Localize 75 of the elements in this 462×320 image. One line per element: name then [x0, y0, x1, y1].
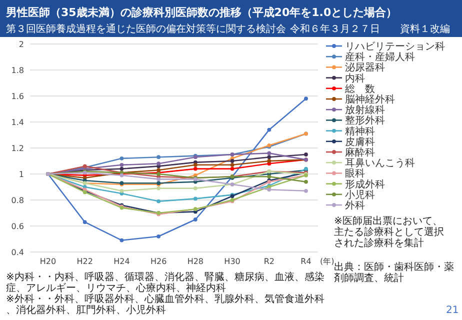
source-note: 出典：医師・歯科医師・薬剤師調査、統計 — [334, 261, 454, 284]
point — [120, 162, 124, 167]
legend-label: 脳神経外科 — [345, 94, 395, 106]
y-tick-label: 1.8 — [11, 66, 24, 75]
x-tick-label: H28 — [187, 257, 204, 266]
legend-label: 泌尿器科 — [345, 62, 385, 74]
y-tick-label: 1.4 — [11, 118, 24, 127]
point — [156, 234, 161, 238]
point — [193, 166, 198, 171]
legend-label: 精神科 — [345, 125, 375, 138]
y-tick-label: 0.6 — [11, 222, 24, 231]
point — [156, 162, 161, 166]
text: 資料１改編 — [400, 23, 450, 35]
x-tick-label: H30 — [224, 257, 240, 266]
point — [156, 168, 161, 172]
x-tick-label: H24 — [114, 257, 130, 266]
point — [267, 155, 272, 160]
point — [304, 180, 308, 184]
point — [267, 159, 272, 163]
legend-label: 総 数 — [344, 82, 375, 95]
x-tick-label: H20 — [40, 257, 56, 266]
y-tick-label: 1.6 — [11, 92, 24, 101]
legend-label: 外科 — [345, 200, 365, 212]
x-tick-label: H22 — [76, 257, 93, 266]
chart-title: 男性医師（35歳未満）の診療科別医師数の推移（平成20年を1.0とした場合） — [5, 6, 398, 19]
point — [156, 186, 161, 190]
legend-label: 産科・産婦人科 — [345, 51, 415, 64]
point — [193, 218, 198, 222]
point — [82, 220, 87, 224]
point — [156, 199, 161, 204]
point — [267, 174, 272, 179]
point — [230, 159, 234, 163]
y-tick-label: 1.2 — [11, 144, 24, 153]
point — [193, 186, 198, 190]
legend-label: 麻酔科 — [345, 146, 375, 158]
legend-label: 整形外科 — [345, 114, 385, 127]
legend-label: 耳鼻いんこう科 — [345, 157, 415, 170]
text: ※外科・・外科、呼吸器外科、心臓血管外科、乳腺外科、気管食道外科、消化器外科、肛門外科、小児外科 — [6, 293, 324, 316]
point — [193, 196, 198, 201]
point — [304, 96, 308, 101]
text: ※医師届出票において、主たる診療科として選択された診療科を集計 — [334, 215, 444, 249]
text: 令和６年３月２７日 — [290, 23, 380, 35]
line-series — [47, 96, 308, 242]
point — [267, 188, 272, 192]
legend-label: 放射線科 — [345, 104, 385, 116]
point — [267, 151, 272, 156]
legend-label: 小児科 — [345, 188, 375, 201]
point — [230, 162, 234, 167]
point — [120, 166, 124, 171]
text: ※内科・・内科、呼吸器、循環器、消化器、腎臓、糖尿病、血液、感染症、アレルギー、リウマチ、心療内科、神経内科 — [6, 271, 324, 294]
text: 第３回医師養成過程を通じた医師の偏在対策等に関する検討会 — [6, 23, 286, 35]
y-tick-label: 0.4 — [11, 248, 24, 257]
x-tick-label: H26 — [150, 257, 167, 266]
point — [230, 166, 234, 171]
legend-label: 形成外科 — [345, 178, 385, 190]
point — [120, 238, 124, 242]
y-tick-label: 2 — [18, 40, 24, 49]
point — [267, 128, 272, 132]
text: 21 — [446, 305, 459, 316]
legend-label: リハビリテーション科 — [345, 40, 445, 52]
point — [156, 177, 161, 182]
point — [304, 188, 308, 193]
point — [120, 188, 124, 193]
x-tick-label: R2 — [264, 257, 274, 266]
y-tick-label: 0.8 — [11, 196, 24, 205]
legend-label: 眼科 — [345, 168, 365, 180]
y-tick-label: 1 — [18, 170, 24, 179]
x-axis-title: (年) — [320, 257, 334, 266]
point — [120, 156, 124, 160]
point — [156, 155, 161, 160]
x-tick-label: R4 — [300, 257, 312, 266]
point — [193, 162, 198, 167]
point — [304, 152, 308, 156]
legend-label: 皮膚科 — [345, 136, 375, 148]
legend-label: 内科 — [345, 72, 365, 84]
